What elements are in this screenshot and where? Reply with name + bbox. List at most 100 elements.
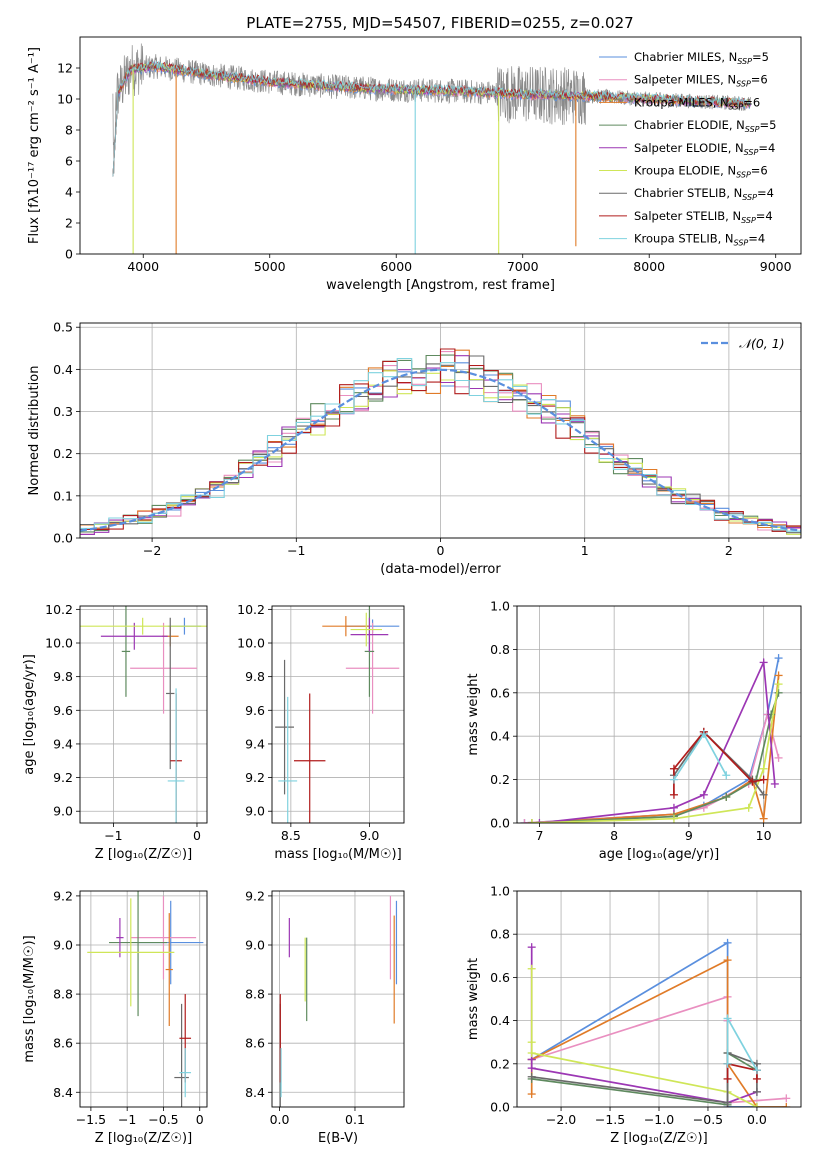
y-tick-label: 8 — [65, 123, 73, 138]
x-tick-label: 7 — [535, 828, 543, 843]
y-tick-label: 2 — [65, 216, 73, 231]
errorbar-point — [87, 898, 175, 1007]
y-tick-label: 8.6 — [53, 1036, 73, 1051]
weight-marker — [752, 1087, 761, 1096]
x-tick-label: −1.5 — [595, 1112, 625, 1127]
y-tick-label: 0.1 — [53, 488, 73, 503]
weight-lines — [520, 654, 783, 823]
weight-marker — [527, 1049, 536, 1057]
spectrum-legend: Chabrier MILES, NSSP=5 Salpeter MILES, NS… — [599, 50, 776, 248]
weight-series-5 — [530, 968, 758, 1107]
y-tick-label: 9.2 — [245, 770, 265, 785]
axes-frame — [271, 605, 405, 824]
weight-marker — [723, 956, 732, 965]
x-tick-label: −2 — [143, 543, 161, 558]
weight-series-0 — [524, 657, 780, 823]
weight-marker — [752, 1066, 761, 1075]
errorbar-point — [166, 617, 175, 770]
y-tick-label: 0.4 — [490, 1013, 510, 1028]
axes-frame — [516, 890, 802, 1108]
errorbar-point — [350, 612, 382, 647]
mass_vs_Z-panel: −1.5 −1 −0.5 0 8.4 8.6 8.8 9.0 9.2 Z [log₁₀(Z/Z☉)… — [22, 888, 208, 1146]
y-tick-label: 10.0 — [45, 636, 73, 651]
y-tick-label: 9.8 — [245, 669, 265, 684]
x-tick-label: 5000 — [254, 259, 286, 274]
y-tick-label: 0.6 — [490, 685, 510, 700]
x-axis-label: Z [log₁₀(Z/Z☉)] — [95, 1131, 192, 1146]
weight-marker — [669, 790, 678, 799]
y-tick-label: 10 — [57, 92, 73, 107]
y-tick-label: 9.0 — [53, 938, 73, 953]
weight-marker — [748, 777, 757, 786]
x-tick-label: −2.0 — [546, 1112, 576, 1127]
age_vs_Z-panel: −1 0 9.0 9.2 9.4 9.6 9.8 10.0 10.2 Z [log₁₀(Z/Z☉)… — [22, 602, 208, 862]
weight-marker — [699, 790, 708, 799]
x-axis-label: age [log₁₀(age/yr)] — [599, 847, 720, 862]
weight-marker — [770, 779, 779, 788]
x-tick-label: −1 — [287, 543, 305, 558]
y-tick-label: 0.0 — [490, 1100, 510, 1115]
y-tick-label: 9.0 — [245, 938, 265, 953]
y-tick-label: 10.2 — [45, 602, 73, 617]
errorbar-point — [100, 622, 168, 650]
weight-marker — [723, 938, 732, 947]
y-axis-label: Normed distribution — [27, 366, 42, 496]
weight-marker — [535, 819, 544, 823]
x-tick-label: 9.0 — [359, 828, 379, 843]
errorbar-point — [322, 616, 370, 637]
y-tick-label: 9.0 — [245, 804, 265, 819]
y-tick-label: 8.4 — [245, 1085, 265, 1100]
weight-marker — [744, 803, 753, 812]
x-axis-label: mass [log₁₀(M/M☉)] — [274, 847, 401, 862]
x-tick-label: 4000 — [127, 259, 159, 274]
age_vs_mass-panel: 8.5 9.0 9.0 9.2 9.4 9.6 9.8 10.0 10.2 mass [log₁₀… — [237, 602, 405, 862]
x-tick-label: −0.5 — [693, 1112, 723, 1127]
y-tick-label: 0.2 — [490, 772, 510, 787]
y-axis-label: mass [log₁₀(M/M☉)] — [22, 935, 37, 1062]
weight-marker — [520, 819, 529, 823]
weight-marker — [527, 1064, 536, 1073]
weight-marker — [782, 1094, 791, 1103]
y-tick-label: 0.4 — [490, 729, 510, 744]
y-tick-label: 8.8 — [53, 987, 73, 1002]
mass_vs_ebv-panel: 0.0 0.1 8.4 8.6 8.8 9.0 9.2 E(B-V) — [245, 888, 405, 1146]
axes-frame — [79, 36, 802, 255]
figure-title: PLATE=2755, MJD=54507, FIBERID=0255, z=0… — [246, 14, 633, 32]
axes-frame — [271, 890, 405, 1108]
x-tick-label: 10 — [756, 828, 772, 843]
weight-marker — [699, 730, 708, 739]
gaussian-curve — [80, 368, 801, 532]
massweight_vs_Z-panel: −2.0 −1.5 −1.0 −0.5 0.0 0.0 0.2 0.4 0.6 0.8 1.0 Z [… — [466, 884, 802, 1146]
errorbar-point — [130, 622, 197, 714]
weight-marker — [774, 753, 783, 762]
weight-marker — [669, 814, 678, 823]
errorbar-point — [167, 688, 185, 823]
histogram-8 — [80, 357, 801, 534]
y-tick-label: 0.8 — [490, 642, 510, 657]
x-tick-label: 6000 — [380, 259, 412, 274]
errorbar-point — [275, 659, 294, 795]
residuals-panel: −2 −1 0 1 2 0.0 0.1 0.2 0.3 0.4 0.5 (data-model)/er… — [27, 320, 802, 577]
y-axis-label: age [log₁₀(age/yr)] — [22, 654, 37, 775]
y-tick-label: 9.6 — [245, 703, 265, 718]
errorbar-point — [345, 622, 400, 714]
weight-marker — [774, 654, 783, 663]
y-tick-label: 8.4 — [53, 1085, 73, 1100]
y-tick-label: 9.2 — [53, 888, 73, 903]
errorbar-point — [80, 617, 207, 635]
weight-marker — [759, 790, 768, 799]
spectrum-lines — [112, 43, 751, 254]
weight-marker — [527, 819, 536, 823]
y-tick-label: 12 — [57, 61, 73, 76]
errorbar-point — [130, 895, 197, 980]
legend-entry: Kroupa MILES, NSSP=6 — [634, 95, 760, 111]
massweight_vs_age-panel: 7 8 9 10 0.0 0.2 0.4 0.6 0.8 1.0 age [log₁₀(age/yr… — [466, 599, 802, 862]
x-tick-label: 0.0 — [747, 1112, 767, 1127]
weight-marker — [723, 1098, 732, 1107]
legend-entry: Chabrier MILES, NSSP=5 — [634, 50, 769, 66]
x-tick-label: 7000 — [507, 259, 539, 274]
errorbar-point — [109, 891, 168, 1017]
x-tick-label: 0 — [193, 828, 201, 843]
y-tick-label: 9.4 — [53, 736, 73, 751]
weight-marker — [723, 1059, 732, 1068]
